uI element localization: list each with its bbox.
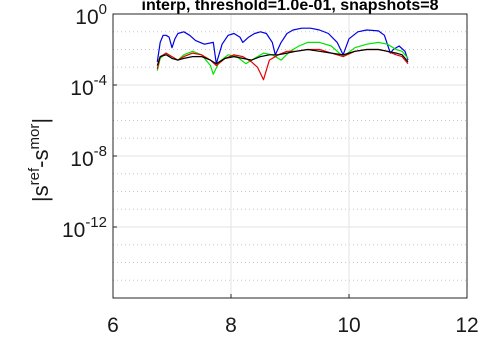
y-tick-label: 10-4 [70, 72, 107, 100]
series-line-4 [156, 48, 409, 66]
grid [112, 13, 468, 298]
x-tick-label: 10 [337, 314, 360, 337]
y-label-mid: -s [28, 150, 53, 168]
series-layer [156, 27, 409, 81]
y-tick-label: 10-8 [70, 143, 107, 171]
series-line-2 [156, 41, 409, 75]
y-tick-label: 10-12 [62, 214, 107, 242]
y-axis-label: |sref-smor| [26, 118, 53, 202]
series-line-1 [156, 27, 409, 65]
y-label-sup-mor: mor [26, 124, 43, 150]
y-label-sup-ref: ref [26, 167, 43, 185]
chart-title: interp, threshold=1.0e-01, snapshots=8 [142, 0, 439, 14]
axis-labels: 6 8 10 12 100 10-4 10-8 10-12 [62, 1, 479, 337]
x-tick-label: 12 [455, 314, 478, 337]
x-tick-label: 8 [225, 314, 237, 337]
y-tick-label: 100 [75, 1, 107, 29]
x-tick-label: 6 [107, 314, 119, 337]
y-label-base: |s [28, 185, 53, 202]
y-label-end: | [28, 118, 53, 124]
